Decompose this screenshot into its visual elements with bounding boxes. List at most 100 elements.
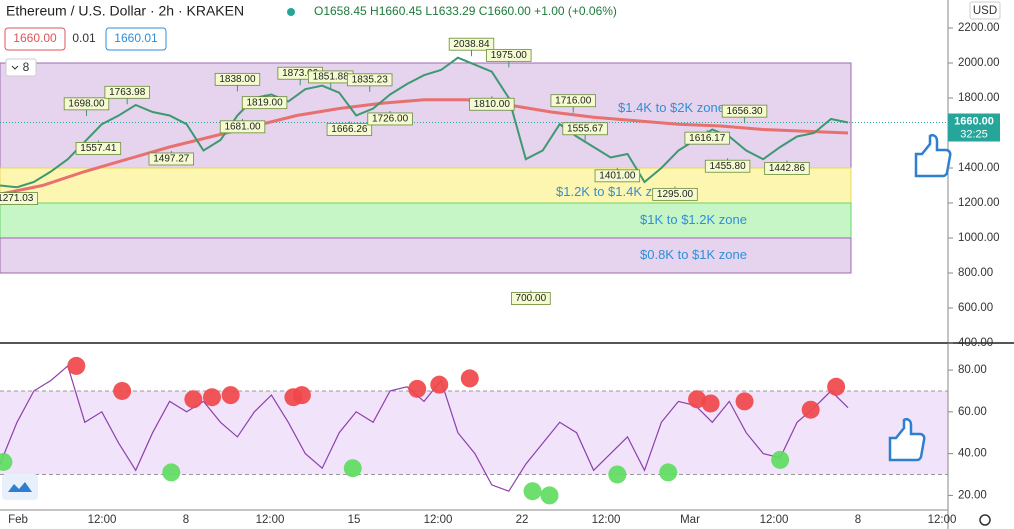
y-tick-label: 80.00 <box>958 364 987 376</box>
price-label: 1716.00 <box>555 95 592 106</box>
price-label-box <box>486 48 532 62</box>
bid-box[interactable] <box>4 27 66 51</box>
zone-label: $1.2K to $1.4K zone <box>556 184 674 199</box>
overbought-marker <box>67 356 86 375</box>
indicator-count[interactable]: 8 <box>23 60 30 74</box>
bid[interactable]: 1660.00 <box>13 31 57 45</box>
spread: 0.01 <box>72 31 96 45</box>
price-label-box <box>594 169 641 183</box>
price-label-box <box>562 122 608 136</box>
price-tag-box <box>948 113 1000 142</box>
x-tick-label: 12:00 <box>592 514 621 526</box>
logo-mark <box>8 482 32 492</box>
status-dot <box>287 8 295 16</box>
overbought-marker <box>221 386 240 405</box>
y-tick-label: 400.00 <box>958 337 993 349</box>
indicator-toggle[interactable] <box>5 58 37 77</box>
y-tick-label: 600.00 <box>958 302 993 314</box>
price-label: 1975.00 <box>491 50 528 61</box>
overbought-marker <box>827 377 846 396</box>
price-label-box <box>721 104 768 118</box>
price-label-box <box>104 85 150 99</box>
symbol: Ethereum / U.S. Dollar · 2h · KRAKEN <box>6 3 244 19</box>
y-tick-label: 1800.00 <box>958 92 1000 104</box>
x-tick-label: 8 <box>855 514 861 526</box>
price-label: 1656.30 <box>726 106 763 117</box>
oversold-marker <box>608 465 627 484</box>
x-tick-label: Feb <box>8 514 28 526</box>
price-label-box <box>367 112 413 126</box>
price-label: 1295.00 <box>657 189 694 200</box>
overbought-marker <box>113 381 132 400</box>
overbought-marker <box>688 390 707 409</box>
x-tick-label: 22 <box>516 514 529 526</box>
price-label-box <box>448 37 495 51</box>
y-tick-label: 2200.00 <box>958 22 1000 34</box>
zone <box>0 62 852 169</box>
x-tick-label: 15 <box>348 514 361 526</box>
overbought-marker <box>292 386 311 405</box>
overbought-marker <box>408 379 427 398</box>
price-label: 1726.00 <box>372 114 409 125</box>
overbought-marker <box>430 375 449 394</box>
chevron <box>11 65 19 70</box>
price-label-box <box>241 96 288 110</box>
zone <box>0 237 852 274</box>
oversold-marker <box>162 463 181 482</box>
currency[interactable]: USD <box>973 5 997 17</box>
y-tick-label: 800.00 <box>958 267 993 279</box>
price-label-box <box>148 152 194 166</box>
price-label: 1401.00 <box>599 170 636 181</box>
oversold-marker <box>540 486 559 505</box>
price-label: 1698.00 <box>68 98 105 109</box>
price-label-box <box>75 142 122 155</box>
oversold-marker <box>343 459 362 478</box>
y-tick-label: 1200.00 <box>958 197 1000 209</box>
price-label: 1819.00 <box>246 97 283 108</box>
price-label-box <box>511 292 551 305</box>
price-label-box <box>214 72 261 86</box>
x-tick-label: 12:00 <box>928 514 957 526</box>
ask-box[interactable] <box>105 27 167 51</box>
ask[interactable]: 1660.01 <box>114 31 158 45</box>
overbought-marker <box>203 388 221 407</box>
x-tick-label: 12:00 <box>760 514 789 526</box>
overbought-marker <box>801 400 820 419</box>
price-tag: 1660.00 <box>954 115 994 127</box>
series-line <box>0 98 849 196</box>
price-label: 1442.86 <box>769 163 806 174</box>
price-label: 1835.23 <box>352 74 389 85</box>
x-tick-label: 12:00 <box>424 514 453 526</box>
price-label: 1810.00 <box>474 99 511 110</box>
price-label: 1763.98 <box>109 87 146 98</box>
price-label-box <box>469 97 515 111</box>
price-label: 1838.00 <box>219 74 256 85</box>
price-label-box <box>63 97 110 111</box>
settings-icon[interactable] <box>979 514 991 526</box>
x-tick-label: 12:00 <box>256 514 285 526</box>
price-label: 1666.26 <box>331 124 368 135</box>
price-label: 1851.88 <box>313 72 350 83</box>
price-label-box <box>0 192 38 205</box>
x-tick-label: Mar <box>680 514 700 526</box>
x-tick-label: 8 <box>183 514 189 526</box>
price-label-box <box>219 120 266 134</box>
price-label-box <box>652 187 698 201</box>
price-label-box <box>550 94 596 108</box>
overbought-marker <box>184 390 203 409</box>
x-tick-label: 12:00 <box>88 514 117 526</box>
price-label: 2038.84 <box>453 39 490 50</box>
price-label: 1681.00 <box>224 121 261 132</box>
zone-label: $1.4K to $2K zone <box>618 100 725 115</box>
price-label: 1873.00 <box>282 68 319 79</box>
ohlc: O1658.45 H1660.45 L1633.29 C1660.00 +1.0… <box>314 4 617 18</box>
overbought-marker <box>735 392 754 411</box>
logo <box>2 474 38 500</box>
price-label-box <box>764 162 810 175</box>
overbought-marker <box>460 369 479 388</box>
currency-box[interactable] <box>969 1 1001 20</box>
price-label-box <box>326 123 373 136</box>
y-tick-label: 2000.00 <box>958 57 1000 69</box>
oversold-marker <box>771 450 790 469</box>
